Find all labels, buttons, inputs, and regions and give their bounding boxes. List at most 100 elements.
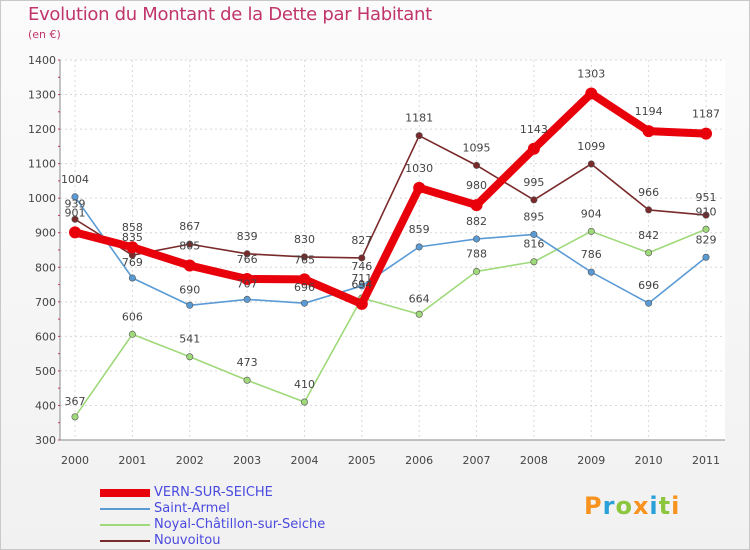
- data-label: 1303: [577, 68, 605, 81]
- data-point: [183, 259, 196, 272]
- data-point: [587, 268, 595, 276]
- y-tick-label: 1300: [28, 89, 56, 102]
- data-point: [128, 330, 136, 338]
- x-tick-label: 2003: [233, 454, 261, 467]
- x-tick-label: 2002: [176, 454, 204, 467]
- data-label: 711: [351, 272, 372, 285]
- data-label: 839: [237, 230, 258, 243]
- logo-letter: t: [658, 492, 672, 520]
- y-tick-label: 800: [35, 261, 56, 274]
- data-point: [530, 258, 538, 266]
- proxiti-logo: Proxiti: [584, 492, 680, 520]
- x-tick-label: 2005: [348, 454, 376, 467]
- data-label: 696: [294, 281, 315, 294]
- data-point: [642, 125, 655, 138]
- x-tick-label: 2006: [405, 454, 433, 467]
- data-point: [587, 227, 595, 235]
- data-label: 830: [294, 233, 315, 246]
- data-label: 410: [294, 378, 315, 391]
- data-point: [473, 267, 481, 275]
- data-label: 1194: [635, 105, 663, 118]
- legend-label: Noyal-Châtillon-sur-Seiche: [154, 517, 326, 532]
- data-point: [358, 282, 366, 290]
- data-point: [186, 353, 194, 361]
- data-label: 827: [351, 234, 372, 247]
- data-label: 882: [466, 215, 487, 228]
- y-tick-label: 1100: [28, 158, 56, 171]
- data-label: 805: [179, 240, 200, 253]
- data-label: 829: [696, 233, 717, 246]
- data-label: 867: [179, 220, 200, 233]
- data-label: 367: [65, 395, 86, 408]
- data-label: 939: [65, 197, 86, 210]
- data-label: 895: [523, 210, 544, 223]
- data-point: [186, 301, 194, 309]
- data-label: 766: [237, 253, 258, 266]
- chart-title: Evolution du Montant de la Dette par Hab…: [28, 4, 432, 25]
- legend-swatch: [100, 508, 150, 510]
- data-point: [298, 273, 311, 286]
- data-label: 901: [65, 206, 86, 219]
- data-label: 707: [237, 277, 258, 290]
- data-label: 746: [351, 260, 372, 273]
- data-label: 1099: [577, 140, 605, 153]
- legend-label: Saint-Armel: [154, 501, 230, 516]
- data-label: 910: [696, 205, 717, 218]
- data-point: [243, 250, 251, 258]
- y-tick-label: 1200: [28, 123, 56, 136]
- data-point: [415, 132, 423, 140]
- data-label: 765: [294, 253, 315, 266]
- data-point: [71, 215, 79, 223]
- logo-letter: i: [671, 492, 681, 520]
- data-label: 696: [638, 279, 659, 292]
- data-label: 1187: [692, 108, 720, 121]
- data-point: [71, 193, 79, 201]
- legend-swatch: [100, 540, 150, 542]
- x-tick-label: 2000: [61, 454, 89, 467]
- data-label: 816: [523, 238, 544, 251]
- data-label: 786: [581, 248, 602, 261]
- x-tick-label: 2001: [118, 454, 146, 467]
- chart-subtitle: (en €): [28, 28, 61, 41]
- data-label: 835: [122, 231, 143, 244]
- x-tick-label: 2010: [635, 454, 663, 467]
- data-label: 1095: [463, 141, 491, 154]
- data-point: [358, 254, 366, 262]
- data-label: 980: [466, 179, 487, 192]
- data-point: [243, 376, 251, 384]
- data-point: [700, 127, 712, 140]
- data-point: [702, 211, 710, 219]
- data-label: 664: [409, 292, 430, 305]
- series-line: [74, 196, 707, 307]
- y-tick-label: 400: [35, 399, 56, 412]
- y-tick-label: 300: [35, 434, 56, 447]
- data-label: 788: [466, 247, 487, 260]
- logo-letter: o: [615, 492, 633, 520]
- legend-swatch: [100, 489, 150, 497]
- y-tick-label: 900: [35, 227, 56, 240]
- data-point: [645, 206, 653, 214]
- data-label: 1004: [61, 173, 89, 186]
- logo-letter: x: [632, 492, 650, 520]
- data-point: [527, 142, 540, 155]
- y-tick-label: 700: [35, 296, 56, 309]
- logo-letter: i: [649, 492, 659, 520]
- data-point: [702, 253, 710, 261]
- data-point: [69, 226, 81, 239]
- x-tick-label: 2004: [290, 454, 318, 467]
- data-point: [243, 295, 251, 303]
- data-point: [530, 230, 538, 238]
- data-label: 966: [638, 186, 659, 199]
- data-label: 1181: [405, 112, 433, 125]
- data-label: 694: [351, 278, 372, 291]
- data-label: 690: [179, 283, 200, 296]
- y-tick-label: 500: [35, 365, 56, 378]
- logo-letter: P: [584, 492, 603, 520]
- y-tick-label: 1400: [28, 54, 56, 67]
- x-tick-label: 2009: [577, 454, 605, 467]
- data-label: 1030: [405, 162, 433, 175]
- data-label: 858: [122, 221, 143, 234]
- data-point: [128, 274, 136, 282]
- data-point: [126, 241, 139, 254]
